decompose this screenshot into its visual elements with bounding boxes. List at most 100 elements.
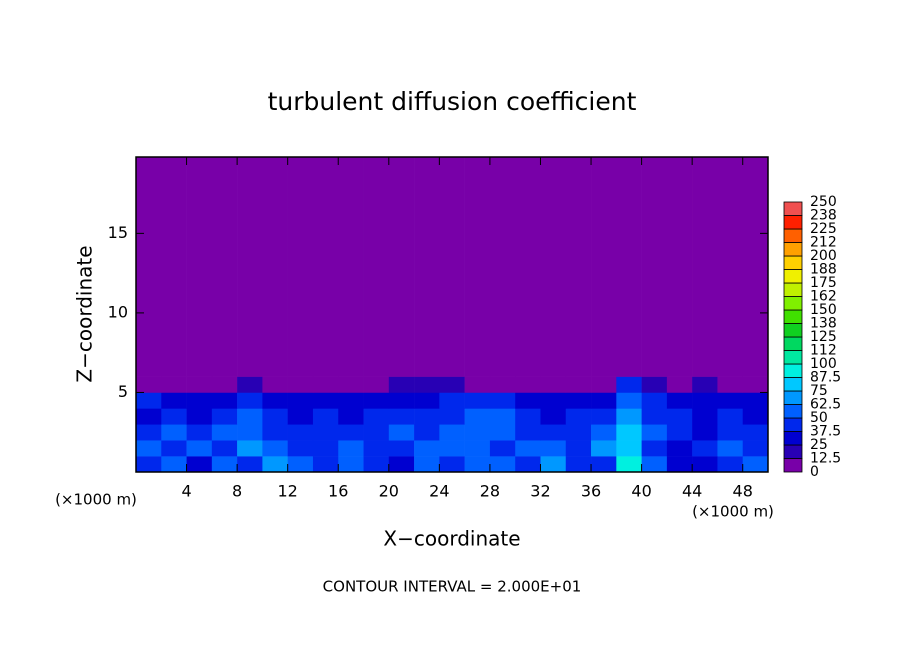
colorbar-label: 75 [810, 383, 828, 399]
field-cell [363, 440, 390, 457]
field-cell [211, 376, 238, 393]
field-cell [136, 408, 162, 425]
colorbar-box [783, 336, 803, 351]
colorbar-label: 138 [810, 316, 837, 332]
field-cell [742, 392, 769, 409]
colorbar-label: 188 [810, 262, 837, 278]
field-cell [237, 376, 263, 393]
x-tick-label: 48 [733, 482, 753, 501]
field-cell [641, 392, 668, 409]
field-cell [717, 376, 744, 393]
field-cell [666, 424, 693, 441]
colorbar-label: 25 [810, 437, 828, 453]
field-cell [591, 157, 617, 377]
field-cell [540, 440, 567, 457]
field-cell [489, 392, 516, 409]
colorbar-box [783, 390, 803, 405]
field-cell [237, 157, 263, 377]
field-cell [312, 456, 339, 473]
field-cell [388, 440, 415, 457]
field-cell [515, 424, 541, 441]
field-cell [666, 376, 693, 393]
field-cell [287, 456, 314, 473]
field-cell [565, 392, 592, 409]
colorbar-label: 225 [810, 221, 837, 237]
field-cell [161, 424, 187, 441]
field-cell [363, 157, 390, 377]
colorbar-box [783, 323, 803, 338]
field-cell [414, 456, 440, 473]
field-cell [161, 408, 187, 425]
field-cell [211, 408, 238, 425]
field-cell [136, 424, 162, 441]
field-cell [388, 392, 415, 409]
field-cell [540, 424, 567, 441]
y-tick-label: 5 [118, 382, 128, 401]
field-cell [414, 424, 440, 441]
field-cell [262, 424, 288, 441]
colorbar-box [783, 350, 803, 365]
field-cell [515, 392, 541, 409]
field-cell [312, 376, 339, 393]
field-cell [338, 456, 364, 473]
colorbar-label: 12.5 [810, 451, 841, 467]
colorbar-box [783, 296, 803, 311]
field-cell [565, 424, 592, 441]
field-cell [186, 424, 213, 441]
field-cell [489, 456, 516, 473]
field-cell [186, 440, 213, 457]
field-cell [439, 424, 465, 441]
field-cell [641, 424, 668, 441]
field-cell [388, 424, 415, 441]
field-cell [742, 157, 769, 377]
field-cell [464, 376, 491, 393]
field-cell [717, 392, 744, 409]
colorbar-label: 212 [810, 235, 837, 251]
field-cell [161, 157, 187, 377]
x-tick-label: 32 [530, 482, 550, 501]
field-cell [287, 392, 314, 409]
field-cell [211, 157, 238, 377]
colorbar-box [783, 309, 803, 324]
x-axis-label: X−coordinate [383, 527, 520, 551]
colorbar-box [783, 431, 803, 446]
field-cell [591, 424, 617, 441]
field-cell [464, 157, 491, 377]
field-cell [666, 157, 693, 377]
colorbar-box [783, 363, 803, 378]
field-cell [717, 440, 744, 457]
field-cell [616, 392, 642, 409]
field-cell [717, 456, 744, 473]
colorbar-box [783, 417, 803, 432]
colorbar-label: 37.5 [810, 424, 841, 440]
field-cell [616, 408, 642, 425]
x-tick-label: 28 [480, 482, 500, 501]
field-cell [312, 392, 339, 409]
field-cell [161, 392, 187, 409]
colorbar-label: 100 [810, 356, 837, 372]
field-cell [161, 456, 187, 473]
field-cell [237, 456, 263, 473]
field-cell [388, 157, 415, 377]
colorbar-label: 50 [810, 410, 828, 426]
colorbar-label: 150 [810, 302, 837, 318]
field-cell [338, 424, 364, 441]
field-cell [363, 408, 390, 425]
field-cell [211, 392, 238, 409]
field-cell [414, 157, 440, 377]
field-cell [262, 408, 288, 425]
field-cell [641, 157, 668, 377]
colorbar-label: 250 [810, 194, 837, 210]
field-cell [211, 424, 238, 441]
field-cell [262, 157, 288, 377]
field-cell [515, 376, 541, 393]
field-cell [161, 440, 187, 457]
field-cell [641, 376, 668, 393]
field-cell [312, 440, 339, 457]
field-cell [338, 376, 364, 393]
field-cell [388, 456, 415, 473]
annotation: CONTOUR INTERVAL = 2.000E+01 [323, 578, 582, 596]
colorbar-box [783, 377, 803, 392]
